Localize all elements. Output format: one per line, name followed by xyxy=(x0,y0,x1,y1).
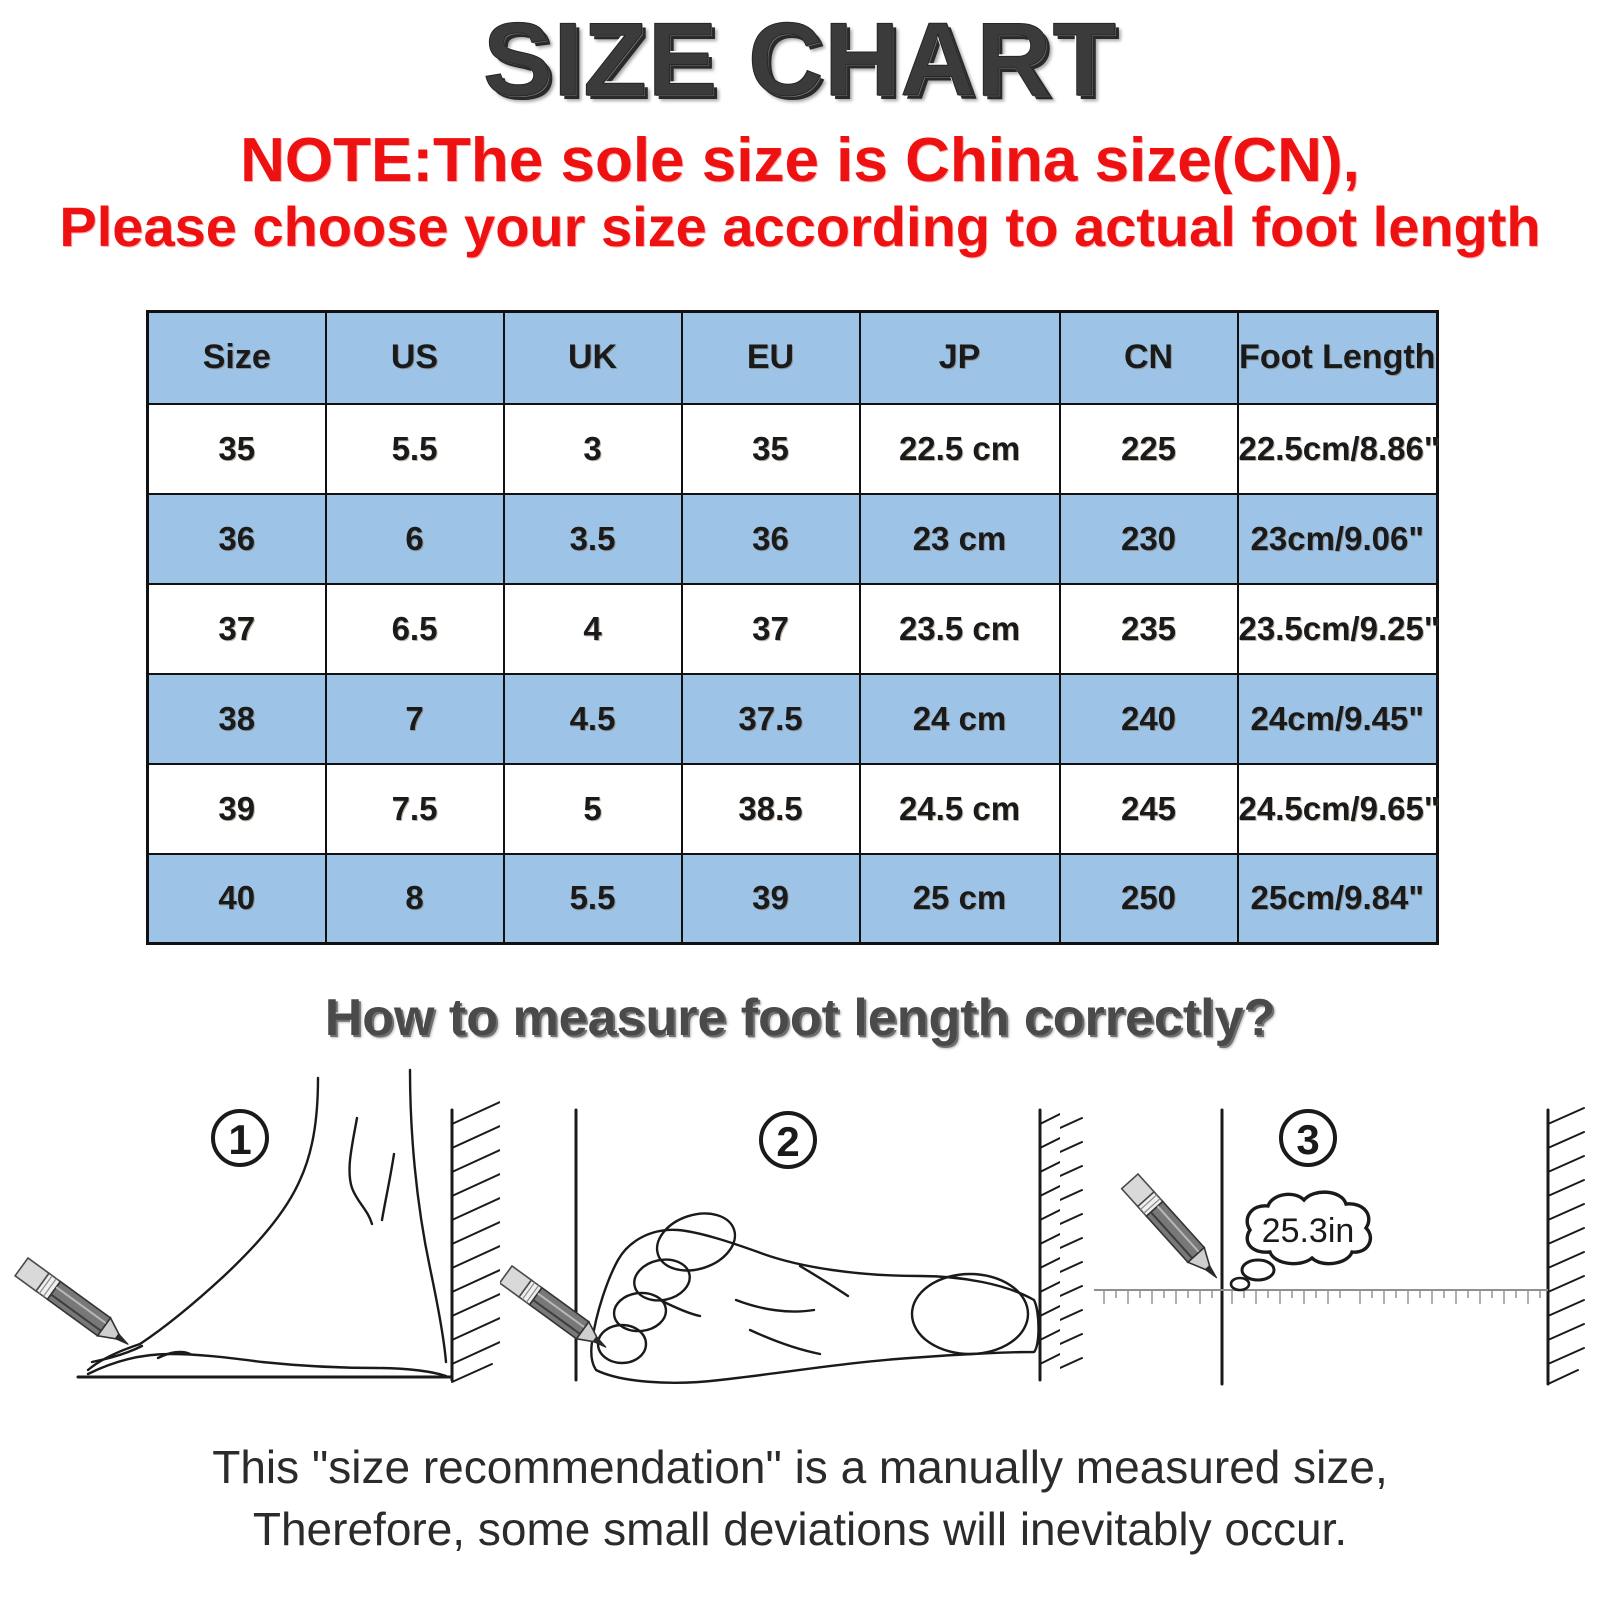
table-header-row: Size US UK EU JP CN Foot Length xyxy=(146,310,1439,405)
cell-uk: 5 xyxy=(502,762,683,855)
cell-us: 5.5 xyxy=(324,402,505,495)
size-chart-table: Size US UK EU JP CN Foot Length 35 5.5 3… xyxy=(146,310,1439,945)
footer-line-2: Therefore, some small deviations will in… xyxy=(252,1503,1348,1556)
note-line-2: Please choose your size according to act… xyxy=(59,195,1541,258)
cell-eu: 35 xyxy=(680,402,861,495)
table-row: 37 6.5 4 37 23.5 cm 235 23.5cm/9.25" xyxy=(146,582,1439,675)
cell-eu: 38.5 xyxy=(680,762,861,855)
cell-jp: 23 cm xyxy=(858,492,1061,585)
column-header-eu: EU xyxy=(680,310,861,405)
column-header-cn: CN xyxy=(1058,310,1239,405)
cell-us: 7 xyxy=(324,672,505,765)
page-title: SIZE CHART xyxy=(483,2,1117,118)
howto-heading: How to measure foot length correctly? xyxy=(324,989,1276,1047)
pencil-icon xyxy=(500,1264,607,1348)
step-3-illustration: 3 25.3in xyxy=(1060,1062,1600,1402)
cell-eu: 39 xyxy=(680,852,861,945)
cell-size: 36 xyxy=(146,492,327,585)
column-header-size: Size xyxy=(146,310,327,405)
step-number-2: 2 xyxy=(776,1118,799,1165)
ruler-icon xyxy=(1094,1289,1548,1304)
cell-jp: 25 cm xyxy=(858,852,1061,945)
cell-eu: 37.5 xyxy=(680,672,861,765)
step-number-1: 1 xyxy=(228,1116,251,1163)
cell-eu: 37 xyxy=(680,582,861,675)
cell-uk: 4 xyxy=(502,582,683,675)
cell-foot-length: 23cm/9.06" xyxy=(1236,492,1439,585)
cell-cn: 240 xyxy=(1058,672,1239,765)
measurement-value: 25.3in xyxy=(1262,1212,1355,1250)
table-row: 38 7 4.5 37.5 24 cm 240 24cm/9.45" xyxy=(146,672,1439,765)
cell-size: 37 xyxy=(146,582,327,675)
cell-eu: 36 xyxy=(680,492,861,585)
cell-foot-length: 24.5cm/9.65" xyxy=(1236,762,1439,855)
cell-uk: 4.5 xyxy=(502,672,683,765)
cell-us: 6 xyxy=(324,492,505,585)
footer-disclaimer: This "size recommendation" is a manually… xyxy=(0,1436,1600,1560)
pencil-icon xyxy=(13,1256,129,1345)
measurement-illustrations: 1 xyxy=(0,1062,1600,1402)
column-header-foot-length: Foot Length xyxy=(1236,310,1439,405)
cell-jp: 24.5 cm xyxy=(858,762,1061,855)
step-1-illustration: 1 xyxy=(0,1062,500,1402)
cell-size: 39 xyxy=(146,762,327,855)
cell-us: 6.5 xyxy=(324,582,505,675)
cell-cn: 230 xyxy=(1058,492,1239,585)
table-row: 40 8 5.5 39 25 cm 250 25cm/9.84" xyxy=(146,852,1439,945)
cell-uk: 5.5 xyxy=(502,852,683,945)
cell-uk: 3.5 xyxy=(502,492,683,585)
cell-cn: 250 xyxy=(1058,852,1239,945)
footer-line-1: This "size recommendation" is a manually… xyxy=(212,1441,1388,1493)
cell-cn: 225 xyxy=(1058,402,1239,495)
cell-jp: 24 cm xyxy=(858,672,1061,765)
cell-size: 38 xyxy=(146,672,327,765)
column-header-us: US xyxy=(324,310,505,405)
cell-us: 7.5 xyxy=(324,762,505,855)
cell-cn: 245 xyxy=(1058,762,1239,855)
cell-cn: 235 xyxy=(1058,582,1239,675)
cell-foot-length: 22.5cm/8.86" xyxy=(1236,402,1439,495)
table-row: 39 7.5 5 38.5 24.5 cm 245 24.5cm/9.65" xyxy=(146,762,1439,855)
table-row: 36 6 3.5 36 23 cm 230 23cm/9.06" xyxy=(146,492,1439,585)
cell-jp: 23.5 cm xyxy=(858,582,1061,675)
cell-size: 40 xyxy=(146,852,327,945)
cell-foot-length: 23.5cm/9.25" xyxy=(1236,582,1439,675)
column-header-uk: UK xyxy=(502,310,683,405)
cell-foot-length: 25cm/9.84" xyxy=(1236,852,1439,945)
step-2-illustration: 2 xyxy=(500,1062,1060,1402)
cell-foot-length: 24cm/9.45" xyxy=(1236,672,1439,765)
thought-bubble-icon xyxy=(1229,1190,1372,1292)
size-table-container: Size US UK EU JP CN Foot Length 35 5.5 3… xyxy=(146,310,1439,945)
note-line-1: NOTE:The sole size is China size(CN), xyxy=(240,126,1360,195)
pencil-icon xyxy=(1120,1172,1218,1279)
cell-uk: 3 xyxy=(502,402,683,495)
table-row: 35 5.5 3 35 22.5 cm 225 22.5cm/8.86" xyxy=(146,402,1439,495)
column-header-jp: JP xyxy=(858,310,1061,405)
step-number-3: 3 xyxy=(1296,1116,1319,1163)
cell-jp: 22.5 cm xyxy=(858,402,1061,495)
cell-us: 8 xyxy=(324,852,505,945)
cell-size: 35 xyxy=(146,402,327,495)
